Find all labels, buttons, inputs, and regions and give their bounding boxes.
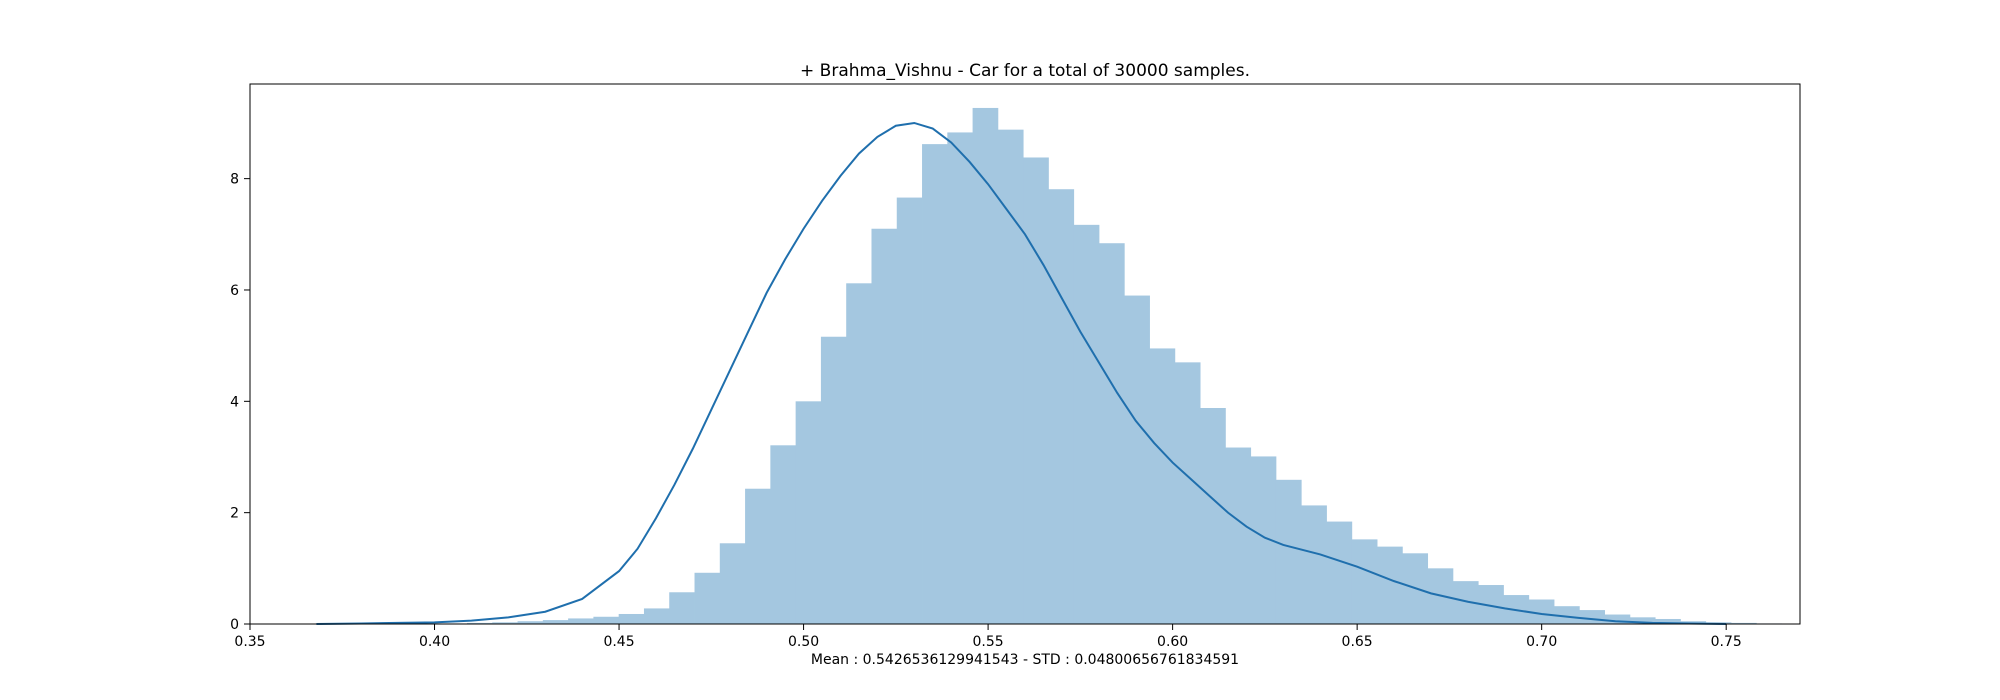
histogram-bar — [1655, 618, 1681, 624]
plot-frame — [249, 83, 1801, 625]
y-tick-label: 0 — [230, 617, 239, 633]
histogram-bar — [1326, 521, 1353, 624]
x-tick-label: 0.65 — [1342, 634, 1373, 650]
x-tick-label: 0.45 — [603, 634, 634, 650]
histogram-bar — [745, 488, 771, 624]
x-tick-label: 0.55 — [973, 634, 1004, 650]
histogram-bar — [820, 336, 847, 624]
histogram-bar — [694, 572, 721, 624]
histogram-bar — [593, 616, 620, 624]
histogram-bar — [1073, 224, 1100, 624]
histogram-bar — [643, 608, 670, 624]
histogram-bar — [1048, 189, 1075, 624]
histogram-bar — [972, 107, 999, 624]
y-tick-label: 4 — [230, 394, 239, 410]
y-tick-label: 8 — [230, 172, 239, 188]
histogram-bar — [618, 613, 645, 624]
histogram-bar — [542, 620, 569, 624]
histogram-bar — [1301, 505, 1327, 624]
histogram-bar — [770, 445, 797, 624]
y-tick-label: 2 — [230, 506, 239, 522]
x-tick-label: 0.50 — [788, 634, 819, 650]
histogram-bar — [922, 144, 948, 624]
y-tick-label: 6 — [230, 283, 239, 299]
x-axis-label: Mean : 0.5426536129941543 - STD : 0.0480… — [811, 652, 1239, 668]
histogram-bar — [1225, 447, 1252, 624]
x-tick-label: 0.60 — [1157, 634, 1188, 650]
y-axis-ticks: 0 2 4 6 8 — [230, 172, 250, 633]
x-tick-label: 0.40 — [419, 634, 450, 650]
histogram-bar — [517, 621, 544, 624]
histogram-bar — [1023, 157, 1049, 625]
histogram-bar — [1730, 622, 1757, 624]
histogram-bar — [997, 129, 1024, 624]
histogram-bar — [1174, 362, 1201, 624]
histogram-bar — [1604, 614, 1631, 624]
histogram-bar — [1124, 295, 1150, 624]
histogram-bar — [669, 592, 695, 624]
x-tick-label: 0.35 — [234, 634, 265, 650]
histogram-bar — [568, 618, 594, 624]
histogram-bar — [1554, 606, 1580, 624]
histogram-bar — [1275, 479, 1302, 624]
histogram-bar — [871, 228, 898, 625]
histogram-bar — [492, 622, 518, 624]
histogram-bar — [896, 197, 923, 624]
x-tick-label: 0.75 — [1711, 634, 1742, 650]
histogram-bar — [846, 283, 872, 624]
histogram-bar — [467, 622, 493, 624]
histogram-bar — [1579, 610, 1605, 624]
x-axis-ticks: 0.35 0.40 0.45 0.50 0.55 0.60 0.65 0.70 0.75 — [234, 624, 1742, 650]
chart-title: + Brahma_Vishnu - Car for a total of 300… — [800, 61, 1250, 81]
histogram-bar — [1629, 617, 1656, 624]
histogram-bar — [719, 543, 746, 624]
histogram-bar — [947, 132, 973, 624]
histogram-bar — [1149, 348, 1176, 624]
histogram-bar — [795, 401, 822, 624]
histogram-bar — [1098, 243, 1125, 624]
x-tick-label: 0.70 — [1526, 634, 1557, 650]
histogram-bar — [1200, 408, 1226, 624]
histogram-bar — [1377, 546, 1403, 624]
kde-curve — [316, 121, 1727, 625]
histogram-bars — [315, 107, 1782, 625]
histogram-bar — [1351, 539, 1378, 624]
